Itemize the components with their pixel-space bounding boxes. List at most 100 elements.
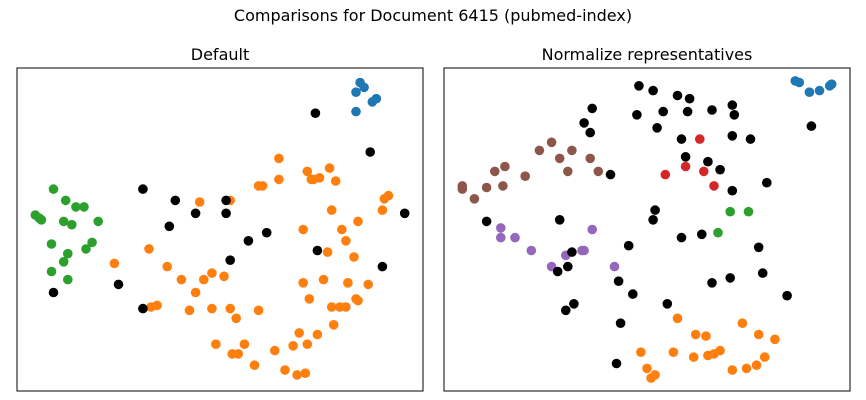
point-orange-47 — [294, 328, 305, 338]
point-black-12 — [225, 255, 235, 265]
point-black-13 — [377, 261, 388, 272]
point-blue-4 — [371, 93, 382, 104]
point-black-33 — [563, 261, 573, 272]
point-green-8 — [67, 219, 77, 230]
point-brown-4 — [554, 153, 565, 164]
point-black-11 — [652, 123, 662, 133]
subplot-title-normalize-representatives: Normalize representatives — [542, 45, 753, 64]
point-orange-16 — [353, 216, 363, 227]
point-black-23 — [762, 177, 772, 188]
point-blue-5 — [826, 79, 837, 89]
point-brown-9 — [520, 171, 530, 181]
point-purple-0 — [496, 223, 506, 233]
point-orange-1 — [302, 166, 313, 177]
point-green-2 — [713, 227, 723, 238]
point-black-9 — [707, 105, 717, 115]
point-purple-3 — [510, 232, 520, 243]
point-brown-5 — [500, 161, 510, 172]
point-black-28 — [697, 229, 707, 240]
point-green-3 — [79, 202, 89, 212]
point-orange-38 — [207, 303, 217, 314]
point-orange-56 — [249, 360, 260, 371]
point-black-41 — [569, 299, 579, 309]
point-black-14 — [745, 134, 756, 144]
point-orange-14 — [727, 365, 738, 375]
point-black-11 — [312, 245, 323, 256]
point-black-29 — [676, 232, 687, 243]
point-orange-13 — [194, 197, 205, 207]
point-black-3 — [170, 195, 181, 206]
point-purple-1 — [587, 224, 597, 235]
point-black-10 — [729, 110, 740, 120]
point-black-14 — [113, 279, 124, 290]
point-orange-2 — [324, 163, 335, 173]
subplot-default: Default — [16, 45, 424, 392]
point-purple-4 — [526, 245, 537, 256]
point-green-14 — [58, 257, 69, 267]
point-orange-32 — [363, 279, 374, 290]
point-orange-46 — [328, 320, 339, 330]
point-black-44 — [615, 318, 626, 329]
point-black-7 — [587, 103, 597, 114]
point-orange-13 — [642, 363, 652, 374]
point-green-15 — [46, 266, 57, 277]
point-black-25 — [648, 215, 658, 225]
point-brown-7 — [563, 166, 573, 177]
point-orange-19 — [144, 244, 154, 254]
point-blue-1 — [794, 77, 805, 88]
subplot-normalize-representatives: Normalize representatives — [443, 45, 851, 392]
point-green-6 — [34, 213, 45, 223]
point-black-10 — [243, 236, 254, 246]
point-orange-23 — [109, 258, 120, 269]
point-black-36 — [628, 289, 638, 299]
point-purple-2 — [496, 232, 506, 243]
point-blue-2 — [804, 87, 815, 97]
point-orange-5 — [770, 334, 780, 345]
point-green-9 — [93, 216, 103, 227]
point-orange-25 — [207, 268, 217, 278]
point-orange-18 — [298, 224, 309, 235]
point-orange-43 — [341, 302, 351, 312]
point-black-1 — [365, 147, 376, 157]
point-orange-24 — [162, 261, 172, 272]
point-orange-12 — [759, 352, 770, 362]
point-black-1 — [634, 81, 644, 91]
point-orange-40 — [253, 305, 264, 316]
point-orange-34 — [304, 294, 315, 304]
point-brown-8 — [593, 166, 604, 177]
point-brown-12 — [481, 182, 492, 193]
point-orange-57 — [280, 365, 290, 375]
point-black-5 — [190, 208, 201, 219]
point-brown-13 — [498, 181, 508, 191]
plot-area-default — [16, 67, 424, 392]
point-green-0 — [48, 184, 59, 194]
point-orange-55 — [288, 341, 298, 351]
point-orange-1 — [690, 329, 701, 340]
point-orange-0 — [672, 313, 683, 324]
point-orange-11 — [379, 194, 390, 204]
point-black-2 — [138, 184, 148, 194]
point-orange-18 — [650, 370, 660, 380]
point-black-31 — [567, 247, 577, 257]
point-orange-11 — [715, 345, 725, 356]
point-orange-0 — [274, 153, 284, 164]
point-orange-7 — [330, 176, 341, 186]
point-red-4 — [709, 181, 719, 191]
point-black-17 — [806, 121, 817, 131]
point-orange-41 — [326, 302, 337, 312]
point-orange-29 — [298, 278, 309, 288]
point-orange-15 — [377, 205, 388, 215]
point-brown-0 — [546, 137, 557, 148]
point-orange-20 — [341, 236, 351, 246]
point-black-9 — [399, 208, 410, 219]
point-blue-3 — [814, 85, 825, 96]
point-blue-5 — [351, 106, 361, 117]
point-orange-7 — [668, 347, 679, 358]
point-black-35 — [613, 276, 624, 287]
point-orange-8 — [688, 352, 699, 362]
point-red-3 — [660, 169, 671, 180]
point-orange-14 — [326, 205, 337, 215]
point-brown-11 — [457, 184, 468, 194]
point-purple-9 — [609, 261, 620, 272]
